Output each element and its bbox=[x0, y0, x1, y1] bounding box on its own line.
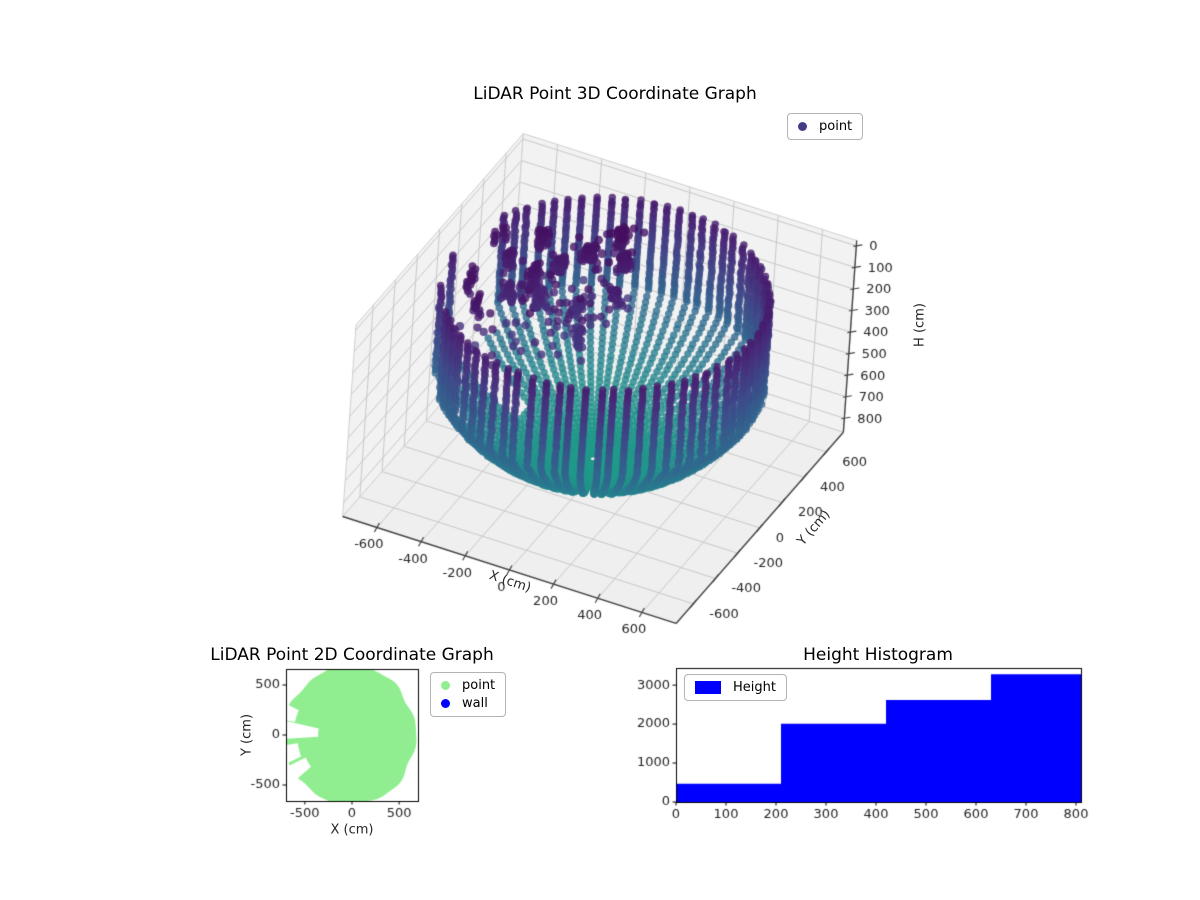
height-marker-icon bbox=[695, 681, 721, 694]
histogram-title: Height Histogram bbox=[803, 645, 953, 665]
wall-marker-icon bbox=[441, 699, 450, 708]
plot3d-zaxis-label: H (cm) bbox=[912, 303, 928, 347]
plot2d-xaxis-label: X (cm) bbox=[330, 822, 374, 838]
plot2d-yaxis-label: Y (cm) bbox=[239, 713, 255, 757]
point-marker-icon bbox=[798, 122, 807, 131]
histogram-legend: Height bbox=[684, 674, 787, 701]
plot2d-title: LiDAR Point 2D Coordinate Graph bbox=[210, 645, 494, 665]
legend-label-point: point bbox=[819, 119, 853, 134]
legend-label-point: point bbox=[462, 678, 496, 693]
legend-row-height: Height bbox=[695, 680, 776, 695]
legend-label-height: Height bbox=[733, 680, 776, 695]
plot3d-legend: point bbox=[787, 113, 864, 140]
legend-label-wall: wall bbox=[462, 696, 488, 711]
plot3d-title: LiDAR Point 3D Coordinate Graph bbox=[473, 84, 757, 104]
legend-row-point: point bbox=[798, 119, 852, 134]
legend-row-wall: wall bbox=[441, 696, 495, 711]
point-marker-icon bbox=[441, 681, 450, 690]
lidar-3d-plot-canvas bbox=[230, 100, 970, 660]
legend-row-point: point bbox=[441, 678, 495, 693]
plot2d-legend: point wall bbox=[430, 672, 507, 717]
